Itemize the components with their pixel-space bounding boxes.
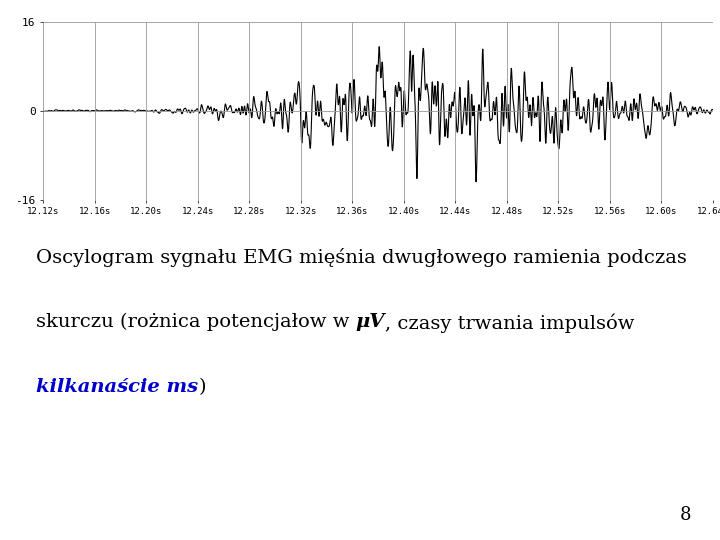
Text: 8: 8: [680, 506, 691, 524]
Text: kilkanaście ms: kilkanaście ms: [36, 378, 198, 396]
Text: μV: μV: [356, 313, 385, 331]
Text: Oscylogram sygnału EMG mięśnia dwugłowego ramienia podczas: Oscylogram sygnału EMG mięśnia dwugłoweg…: [36, 248, 687, 267]
Text: ): ): [198, 378, 206, 396]
Text: skurczu (rożnica potencjałow w: skurczu (rożnica potencjałow w: [36, 313, 356, 332]
Text: , czasy trwania impulsów: , czasy trwania impulsów: [385, 313, 634, 333]
